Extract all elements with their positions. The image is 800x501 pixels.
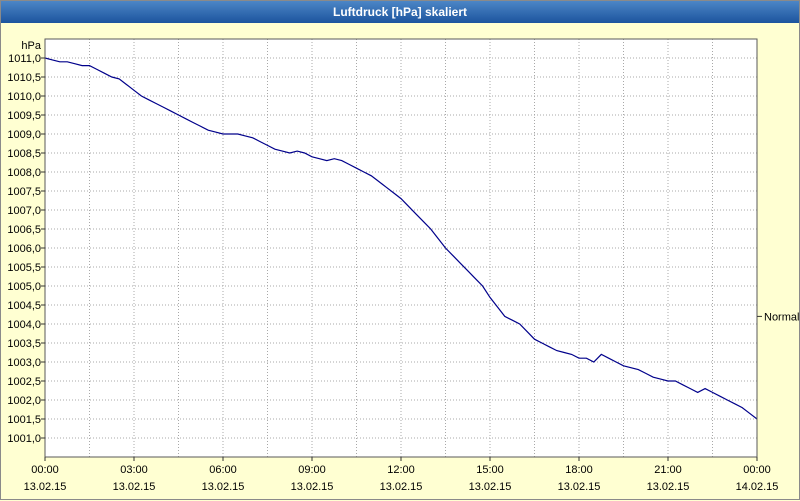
x-tick-time-label: 18:00 [565,464,593,476]
x-tick-time-label: 15:00 [476,464,504,476]
y-tick-label: 1002,5 [7,376,41,388]
y-tick-label: 1010,5 [7,72,41,84]
y-tick-label: 1003,5 [7,338,41,350]
pressure-line [44,57,758,420]
y-tick-label: 1003,0 [7,357,41,369]
y-tick-label: 1006,5 [7,224,41,236]
y-tick-label: 1001,5 [7,414,41,426]
y-tick-label: 1006,0 [7,243,41,255]
x-tick-date-label: 13.02.15 [202,481,245,493]
x-tick-time-label: 00:00 [31,464,59,476]
x-tick-date-label: 13.02.15 [24,481,67,493]
y-tick-label: 1002,0 [7,395,41,407]
y-tick-label: 1005,5 [7,262,41,274]
x-tick-date-label: 14.02.15 [736,481,779,493]
window-title: Luftdruck [hPa] skaliert [332,5,468,19]
y-tick-label: 1010,0 [7,91,41,103]
normal-annotation: Normal [764,311,799,323]
x-tick-time-label: 03:00 [120,464,148,476]
x-tick-time-label: 21:00 [654,464,682,476]
x-tick-date-label: 13.02.15 [469,481,512,493]
x-tick-date-label: 13.02.15 [113,481,156,493]
y-tick-label: 1007,0 [7,205,41,217]
y-tick-label: 1004,5 [7,300,41,312]
x-tick-date-label: 13.02.15 [647,481,690,493]
x-tick-time-label: 12:00 [387,464,415,476]
x-tick-time-label: 09:00 [298,464,326,476]
x-tick-time-label: 06:00 [209,464,237,476]
y-tick-label: 1009,5 [7,110,41,122]
y-tick-label: 1009,0 [7,129,41,141]
y-tick-label: 1008,5 [7,148,41,160]
y-tick-label: 1004,0 [7,319,41,331]
y-axis-unit-label: hPa [21,40,41,52]
y-tick-label: 1001,0 [7,433,41,445]
x-tick-date-label: 13.02.15 [291,481,334,493]
x-tick-date-label: 13.02.15 [558,481,601,493]
y-tick-label: 1005,0 [7,281,41,293]
y-tick-label: 1011,0 [8,53,41,65]
y-tick-label: 1007,5 [7,186,41,198]
pressure-chart: hPa 1001,0 1001,5 1002,0 1002,5 1003,0 1003,5 1… [7,38,799,493]
window-titlebar: Luftdruck [hPa] skaliert [1,1,799,23]
x-tick-time-label: 00:00 [743,464,771,476]
y-tick-label: 1008,0 [7,167,41,179]
x-tick-date-label: 13.02.15 [380,481,423,493]
